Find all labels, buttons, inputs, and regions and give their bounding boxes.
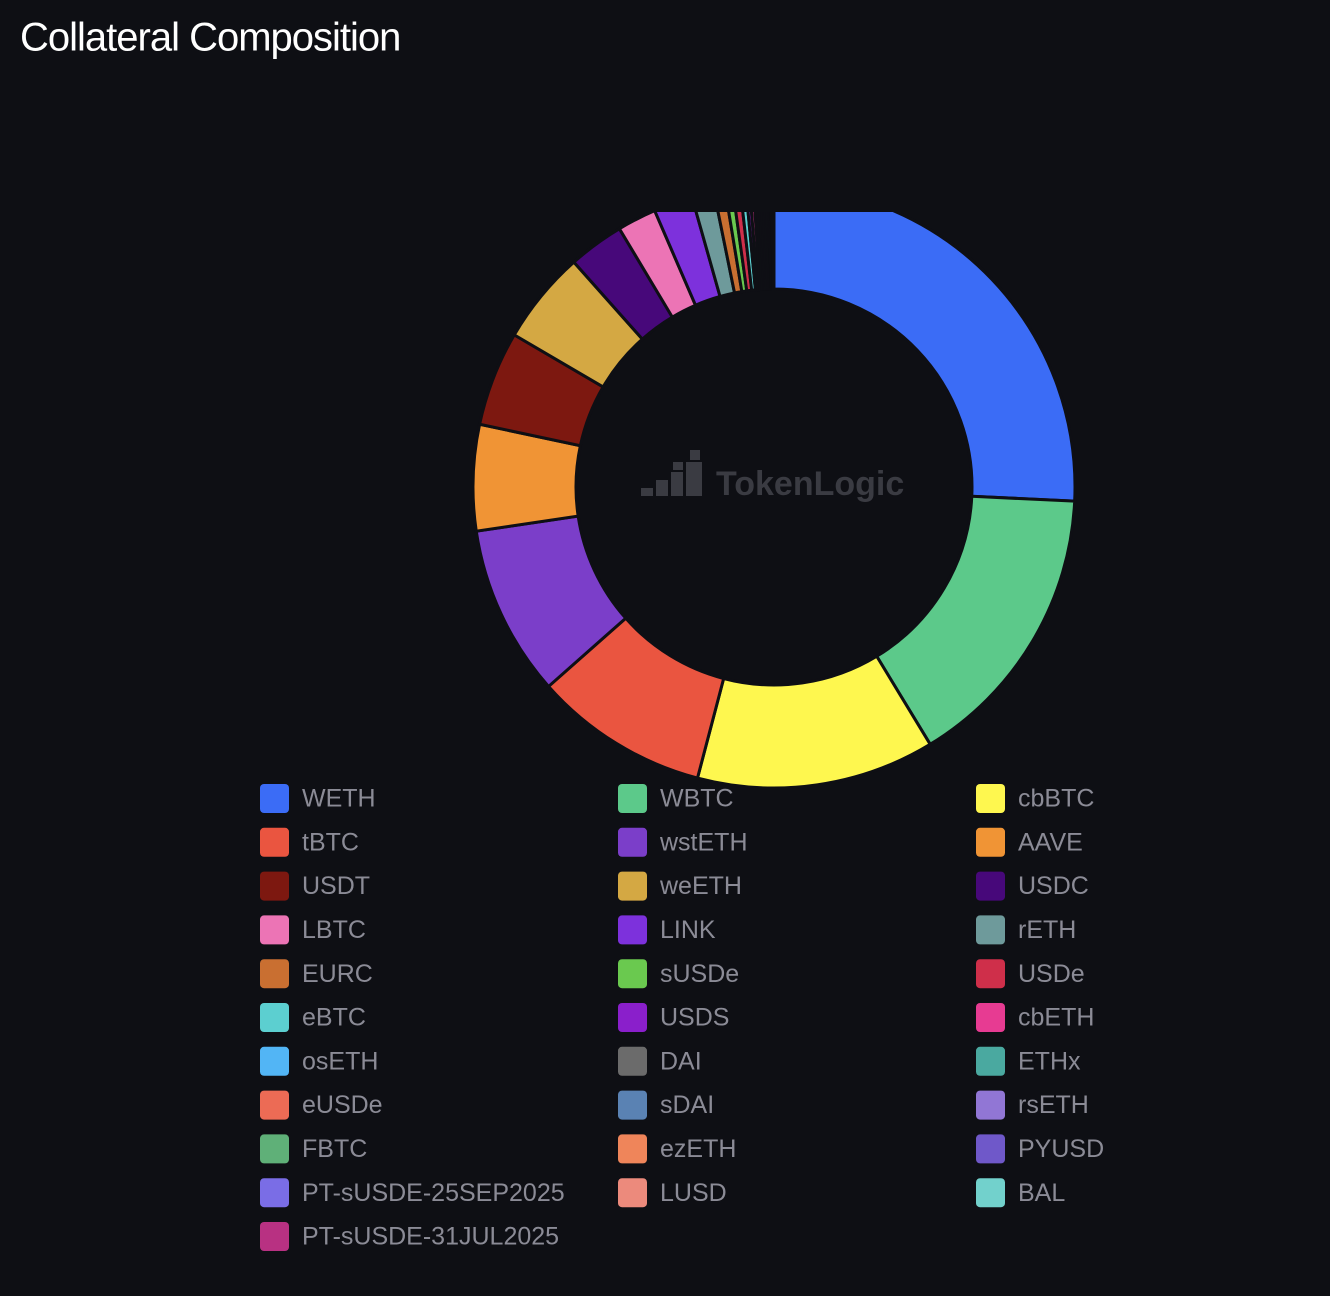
legend-label[interactable]: cbETH <box>1018 1004 1094 1032</box>
legend-label[interactable]: PT-sUSDE-25SEP2025 <box>302 1179 565 1207</box>
legend-label[interactable]: PYUSD <box>1018 1135 1104 1163</box>
legend-swatch <box>976 1134 1005 1164</box>
legend-swatch <box>260 959 289 989</box>
legend-label[interactable]: WETH <box>302 785 376 813</box>
legend-label[interactable]: DAI <box>660 1047 702 1075</box>
legend-label[interactable]: AAVE <box>1018 828 1083 856</box>
legend-swatch <box>618 915 647 945</box>
legend-label[interactable]: LUSD <box>660 1179 727 1207</box>
legend-swatch <box>260 915 289 945</box>
legend-swatch <box>976 1090 1005 1120</box>
legend-label[interactable]: sUSDe <box>660 960 739 988</box>
legend-swatch <box>618 1046 647 1076</box>
legend-label[interactable]: osETH <box>302 1047 378 1075</box>
legend-label[interactable]: EURC <box>302 960 373 988</box>
legend-label[interactable]: eBTC <box>302 1004 366 1032</box>
legend-swatch <box>260 1222 289 1251</box>
legend-label[interactable]: USDS <box>660 1004 729 1032</box>
legend-label[interactable]: WBTC <box>660 785 734 813</box>
legend-swatch <box>618 1090 647 1120</box>
legend-swatch <box>260 1046 289 1076</box>
legend-label[interactable]: rETH <box>1018 916 1076 944</box>
legend-swatch <box>260 871 289 901</box>
watermark: TokenLogic <box>716 465 904 503</box>
legend-swatch <box>976 871 1005 901</box>
legend-swatch <box>618 871 647 901</box>
watermark-icon <box>641 450 702 496</box>
legend-swatch <box>976 1003 1005 1032</box>
legend-label[interactable]: sDAI <box>660 1091 714 1119</box>
legend-swatch <box>260 1090 289 1120</box>
legend-swatch <box>260 784 289 813</box>
legend-label[interactable]: BAL <box>1018 1179 1065 1207</box>
legend-label[interactable]: eUSDe <box>302 1091 383 1119</box>
legend-swatch <box>618 827 647 857</box>
legend-label[interactable]: LINK <box>660 916 716 944</box>
legend-swatch <box>976 1046 1005 1076</box>
legend-swatch <box>260 1134 289 1164</box>
legend-label[interactable]: weETH <box>659 872 742 900</box>
legend-label[interactable]: USDC <box>1018 872 1089 900</box>
legend-swatch <box>260 1178 289 1208</box>
donut <box>471 212 1077 790</box>
legend-label[interactable]: FBTC <box>302 1135 367 1163</box>
legend-label[interactable]: ETHx <box>1018 1047 1081 1075</box>
legend-label[interactable]: PT-sUSDE-31JUL2025 <box>302 1223 559 1251</box>
legend-swatch <box>976 827 1005 857</box>
legend-swatch <box>260 827 289 857</box>
chart-title: Collateral Composition <box>20 16 400 60</box>
legend-swatch <box>976 784 1005 813</box>
legend-label[interactable]: USDe <box>1018 960 1085 988</box>
legend-label[interactable]: USDT <box>302 872 370 900</box>
legend-swatch <box>618 1003 647 1032</box>
legend-swatch <box>976 915 1005 945</box>
legend-swatch <box>976 959 1005 989</box>
legend-swatch <box>260 1003 289 1032</box>
slice <box>772 212 1077 503</box>
legend-label[interactable]: LBTC <box>302 916 366 944</box>
legend-swatch <box>618 1134 647 1164</box>
legend-label[interactable]: ezETH <box>660 1135 736 1163</box>
legend-swatch <box>618 784 647 813</box>
slice <box>771 212 776 291</box>
legend-label[interactable]: wstETH <box>659 828 748 856</box>
legend-swatch <box>976 1178 1005 1208</box>
legend-swatch <box>618 1178 647 1208</box>
legend-swatch <box>618 959 647 989</box>
legend-label[interactable]: rsETH <box>1018 1091 1089 1119</box>
legend-label[interactable]: tBTC <box>302 828 359 856</box>
legend-label[interactable]: cbBTC <box>1018 785 1094 813</box>
